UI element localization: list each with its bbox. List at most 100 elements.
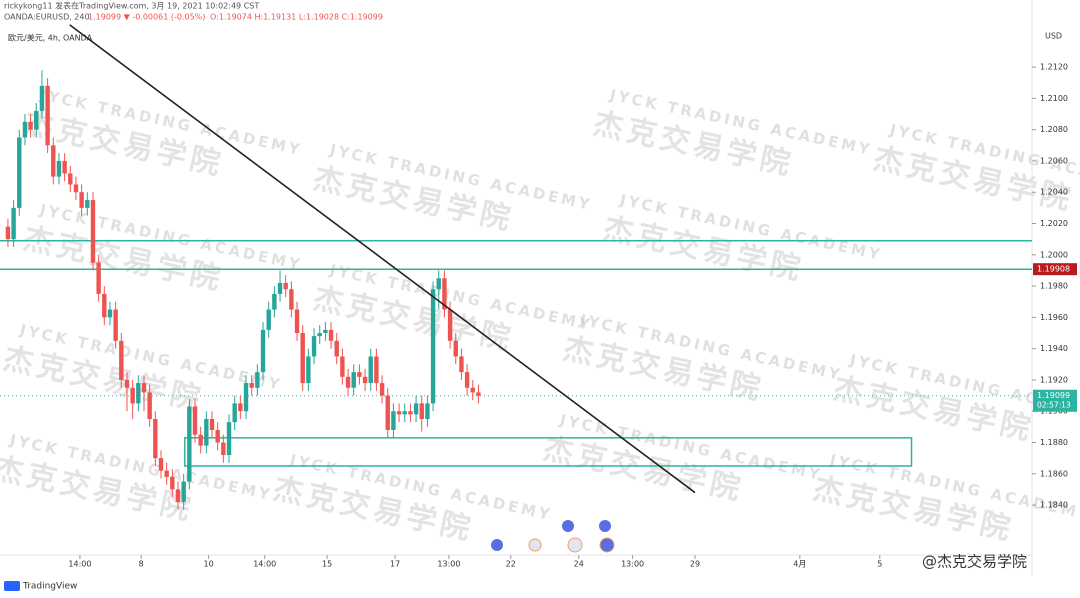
publisher: rickykong11 发表在TradingView.com, 3月 19, 2…: [4, 1, 259, 11]
candle-body: [260, 329, 266, 373]
y-tick-label: 1.1840: [1040, 501, 1068, 510]
x-tick-label: 14:00: [68, 560, 91, 569]
y-tick-label: 1.2080: [1040, 125, 1068, 134]
candle-body: [470, 387, 475, 393]
candle-body: [340, 356, 345, 377]
candle-body: [90, 200, 96, 263]
candle-body: [300, 333, 305, 384]
candle-body: [255, 372, 260, 388]
x-tick-label: 15: [322, 560, 332, 569]
y-tick-label: 1.2000: [1040, 250, 1068, 259]
candle-body: [362, 376, 368, 384]
candle-body: [272, 293, 277, 310]
y-tick-label: 1.1960: [1040, 313, 1068, 322]
candle-body: [45, 85, 50, 146]
candle-body: [277, 282, 283, 294]
x-tick-label: 14:00: [253, 560, 276, 569]
candle-body: [294, 309, 300, 334]
candle-body: [306, 356, 311, 384]
last-price-label: 1.19099: [1037, 391, 1070, 400]
candle-body: [28, 121, 33, 130]
candle-body: [39, 85, 45, 111]
candle-body: [85, 200, 90, 208]
last-price-tag: [1033, 389, 1077, 412]
candle-body: [175, 489, 181, 502]
candle-body: [170, 476, 175, 490]
candle-body: [181, 481, 186, 502]
x-tick-label: 5: [877, 560, 882, 569]
candle-body: [141, 383, 147, 393]
candle-body: [328, 329, 334, 341]
level-tag-label: 1.19908: [1037, 265, 1070, 274]
currency: USD: [1045, 32, 1062, 41]
brand-name: TradingView: [22, 582, 77, 592]
candle-body: [368, 356, 373, 384]
y-tick-label: 1.1880: [1040, 438, 1068, 447]
chart-title: 欧元/美元, 4h, OANDA: [8, 33, 93, 43]
level-tag: [1033, 263, 1077, 276]
event-icon: [599, 537, 615, 553]
y-tick-label: 1.1860: [1040, 469, 1068, 478]
candle-body: [51, 145, 56, 177]
y-tick-label: 1.2020: [1040, 219, 1068, 228]
candle-body: [430, 289, 436, 404]
candle-body: [476, 392, 481, 396]
event-icon: [528, 538, 542, 552]
candle-body: [243, 383, 249, 412]
credit: @杰克交易学院: [922, 553, 1027, 571]
x-tick-label: 29: [690, 560, 700, 569]
candle-body: [396, 411, 402, 415]
candle-body: [11, 207, 16, 240]
candle-body: [119, 340, 124, 380]
candle-body: [425, 403, 430, 420]
candle-body: [283, 282, 288, 290]
x-tick-label: 13:00: [621, 560, 644, 569]
candle-body: [215, 429, 220, 443]
candle-body: [323, 329, 328, 334]
candle-body: [379, 383, 385, 396]
countdown: 02:57:13: [1037, 401, 1071, 410]
candle-body: [198, 434, 203, 446]
candle-body: [413, 403, 419, 415]
candle-body: [34, 110, 39, 130]
candle-body: [226, 422, 232, 456]
candle-body: [385, 395, 390, 430]
candle-body: [266, 309, 271, 330]
ohlc: O:1.19074 H:1.19131 L:1.19028 C:1.19099: [210, 13, 383, 22]
x-tick-label: 4月: [793, 560, 806, 569]
candle-body: [232, 403, 237, 423]
event-icon: [491, 539, 503, 551]
candle-body: [17, 137, 22, 208]
candle-body: [124, 379, 130, 388]
symbol: OANDA:EURUSD, 240: [4, 13, 90, 22]
candle-body: [96, 262, 101, 294]
candle-body: [436, 278, 441, 290]
y-tick-label: 1.2060: [1040, 156, 1068, 165]
candle-body: [221, 442, 226, 456]
brand-logo: [4, 581, 20, 591]
candle-body: [402, 411, 407, 415]
x-tick-label: 8: [139, 560, 144, 569]
candle-body: [317, 333, 322, 337]
candle-body: [357, 372, 362, 377]
candle-body: [453, 340, 458, 357]
y-tick-label: 1.2040: [1040, 188, 1068, 197]
event-icon: [562, 520, 574, 532]
last-change: 1.19099 ▼ -0.00061 (-0.05%): [88, 13, 205, 22]
candle-body: [136, 383, 141, 404]
candle-body: [209, 419, 215, 430]
x-tick-label: 22: [506, 560, 516, 569]
candle-body: [187, 406, 192, 482]
candle-body: [79, 192, 84, 208]
candle-body: [147, 392, 152, 420]
x-tick-label: 10: [204, 560, 214, 569]
candle-body: [289, 289, 294, 310]
candle-body: [351, 372, 356, 388]
candle-body: [113, 309, 118, 341]
x-tick-label: 17: [390, 560, 400, 569]
candle-body: [68, 173, 73, 185]
candle-body: [153, 419, 158, 459]
event-icon: [567, 537, 583, 553]
x-tick-label: 13:00: [437, 560, 460, 569]
